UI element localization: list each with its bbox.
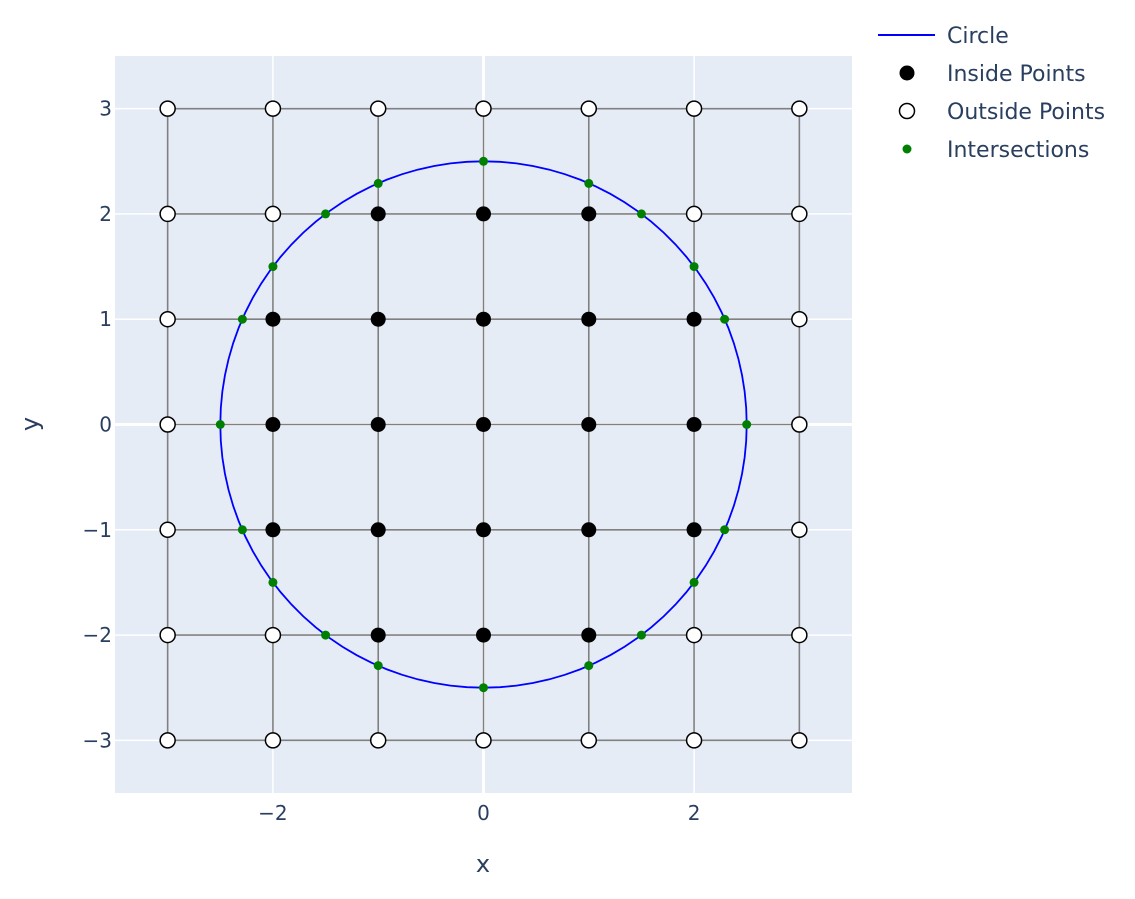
inside-point — [581, 627, 597, 643]
inside-point — [265, 311, 281, 327]
inside-point — [265, 522, 281, 538]
markers — [159, 100, 808, 749]
y-tick-label: −2 — [83, 623, 112, 647]
intersection-point — [479, 683, 488, 693]
intersection-point — [584, 178, 594, 188]
intersection-point — [268, 577, 278, 587]
legend-marker-symbol — [898, 102, 916, 120]
intersection-point — [321, 630, 331, 640]
intersection-point — [689, 262, 699, 272]
intersection-point — [584, 661, 594, 671]
legend-label: Outside Points — [947, 100, 1105, 125]
y-tick-label: 0 — [99, 413, 112, 437]
y-tick-label: 2 — [99, 202, 112, 226]
outside-point — [791, 521, 808, 539]
outside-point — [264, 205, 282, 223]
intersection-point — [742, 420, 752, 429]
legend-item: Outside Points — [898, 100, 1105, 125]
inside-point — [476, 206, 491, 222]
legend: Circle Inside Points Outside Points Interse… — [878, 24, 1105, 163]
inside-point — [686, 522, 702, 538]
inside-point — [476, 627, 491, 643]
inside-point — [370, 206, 386, 222]
outside-point — [791, 626, 808, 644]
y-tick-label: 3 — [99, 97, 112, 121]
inside-point — [581, 311, 597, 327]
outside-point — [791, 310, 808, 328]
intersection-point — [373, 661, 383, 671]
intersection-point — [268, 262, 278, 272]
intersection-point — [373, 178, 383, 188]
inside-point — [370, 522, 386, 538]
inside-point — [370, 311, 386, 327]
x-tick-label: −2 — [258, 801, 287, 825]
outside-point — [685, 100, 703, 117]
x-tick-label: 0 — [477, 801, 490, 825]
outside-point — [791, 416, 808, 433]
legend-marker-symbol — [899, 65, 915, 81]
outside-point — [369, 732, 387, 749]
outside-point — [159, 205, 176, 223]
outside-point — [159, 521, 176, 539]
legend-label: Circle — [947, 24, 1009, 49]
outside-point — [159, 416, 176, 433]
outside-point — [791, 205, 808, 223]
inside-point — [476, 417, 491, 432]
outside-point — [685, 626, 703, 644]
outside-point — [791, 100, 808, 117]
outside-point — [475, 732, 492, 749]
outside-point — [159, 310, 176, 328]
y-tick-label: −3 — [83, 728, 112, 752]
outside-point — [264, 732, 282, 749]
intersection-point — [720, 314, 730, 324]
intersection-point — [237, 314, 247, 324]
inside-point — [581, 206, 597, 222]
outside-point — [580, 732, 598, 749]
x-tick-label: 2 — [688, 801, 701, 825]
legend-label: Intersections — [947, 138, 1089, 163]
inside-point — [265, 417, 281, 432]
y-tick-label: 1 — [99, 307, 112, 331]
legend-item: Circle — [878, 24, 1009, 49]
legend-label: Inside Points — [947, 62, 1086, 87]
intersection-point — [237, 525, 247, 535]
x-axis-title: x — [476, 850, 490, 878]
outside-point — [685, 732, 703, 749]
legend-item: Intersections — [902, 138, 1089, 163]
legend-item: Inside Points — [899, 62, 1086, 87]
inside-point — [476, 311, 491, 327]
tick-labels: −2 0 2 3 2 1 0 −1 −2 −3 — [83, 97, 701, 825]
intersection-point — [689, 577, 699, 587]
intersection-point — [479, 156, 488, 166]
outside-point — [580, 100, 598, 117]
inside-point — [581, 522, 597, 538]
intersection-point — [321, 209, 331, 219]
outside-point — [685, 205, 703, 223]
outside-point — [264, 626, 282, 644]
intersection-point — [636, 209, 646, 219]
outside-point — [264, 100, 282, 117]
inside-point — [370, 627, 386, 643]
inside-point — [581, 417, 597, 432]
outside-point — [369, 100, 387, 117]
inside-point — [686, 311, 702, 327]
inside-point — [476, 522, 491, 538]
outside-point — [475, 100, 492, 117]
inside-point — [370, 417, 386, 432]
outside-point — [159, 732, 176, 749]
intersection-point — [636, 630, 646, 640]
intersection-point — [720, 525, 730, 535]
y-tick-label: −1 — [83, 518, 112, 542]
y-axis-title: y — [16, 417, 44, 431]
intersection-point — [215, 420, 225, 429]
legend-marker-symbol — [902, 144, 912, 154]
outside-point — [159, 626, 176, 644]
outside-point — [791, 732, 808, 749]
outside-point — [159, 100, 176, 117]
inside-point — [686, 417, 702, 432]
